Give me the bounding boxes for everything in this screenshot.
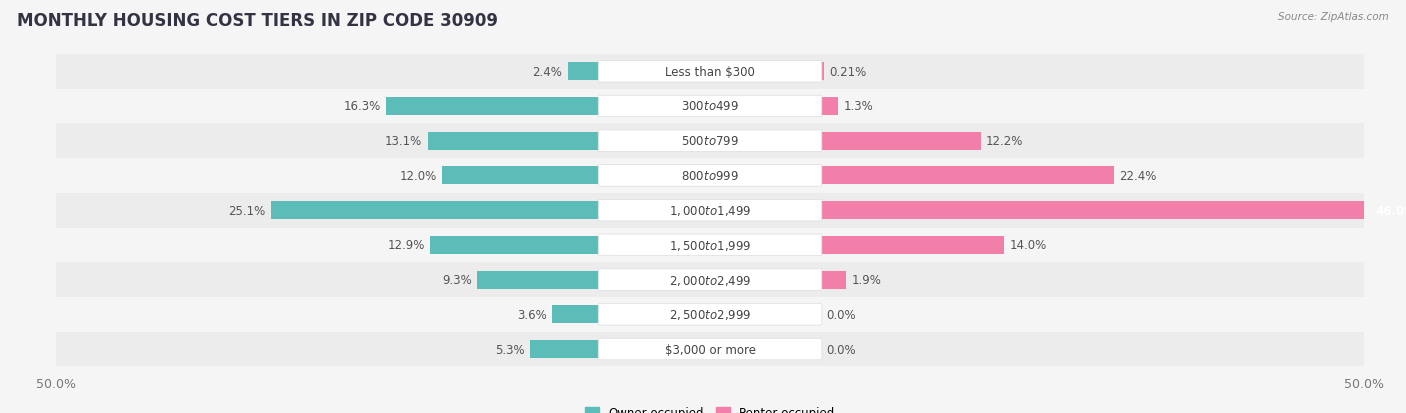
Text: Source: ZipAtlas.com: Source: ZipAtlas.com — [1278, 12, 1389, 22]
Text: 46.0%: 46.0% — [1375, 204, 1406, 217]
FancyBboxPatch shape — [598, 62, 823, 83]
Bar — [427, 132, 599, 150]
Bar — [821, 271, 846, 289]
Text: 13.1%: 13.1% — [385, 135, 422, 148]
FancyBboxPatch shape — [598, 96, 823, 117]
Text: 3.6%: 3.6% — [517, 308, 547, 321]
Bar — [56, 159, 1364, 193]
Text: MONTHLY HOUSING COST TIERS IN ZIP CODE 30909: MONTHLY HOUSING COST TIERS IN ZIP CODE 3… — [17, 12, 498, 30]
FancyBboxPatch shape — [598, 304, 823, 325]
Text: 5.3%: 5.3% — [495, 343, 524, 356]
Bar — [821, 167, 1114, 185]
Text: 0.0%: 0.0% — [827, 343, 856, 356]
FancyBboxPatch shape — [598, 165, 823, 187]
Bar — [56, 228, 1364, 263]
Bar — [568, 63, 599, 81]
Bar — [56, 89, 1364, 124]
FancyBboxPatch shape — [598, 235, 823, 256]
Text: $1,000 to $1,499: $1,000 to $1,499 — [669, 204, 751, 218]
FancyBboxPatch shape — [598, 338, 823, 360]
Text: $1,500 to $1,999: $1,500 to $1,999 — [669, 238, 751, 252]
Bar — [821, 202, 1406, 220]
Text: 12.0%: 12.0% — [399, 169, 437, 183]
Bar — [821, 63, 824, 81]
Text: Less than $300: Less than $300 — [665, 66, 755, 78]
Bar — [56, 193, 1364, 228]
Text: $3,000 or more: $3,000 or more — [665, 343, 755, 356]
Text: 2.4%: 2.4% — [533, 66, 562, 78]
Text: $800 to $999: $800 to $999 — [681, 169, 740, 183]
Text: 25.1%: 25.1% — [228, 204, 266, 217]
Text: $500 to $799: $500 to $799 — [681, 135, 740, 148]
Text: 0.21%: 0.21% — [830, 66, 866, 78]
Text: 0.0%: 0.0% — [827, 308, 856, 321]
Text: 22.4%: 22.4% — [1119, 169, 1157, 183]
Text: 12.2%: 12.2% — [986, 135, 1024, 148]
Bar — [530, 340, 599, 358]
Bar — [477, 271, 599, 289]
Text: 16.3%: 16.3% — [343, 100, 381, 113]
Bar — [56, 297, 1364, 332]
Text: 9.3%: 9.3% — [443, 273, 472, 286]
Bar — [821, 132, 981, 150]
FancyBboxPatch shape — [598, 200, 823, 221]
Text: 1.9%: 1.9% — [851, 273, 882, 286]
FancyBboxPatch shape — [598, 131, 823, 152]
Legend: Owner-occupied, Renter-occupied: Owner-occupied, Renter-occupied — [579, 401, 841, 413]
Text: $300 to $499: $300 to $499 — [681, 100, 740, 113]
Text: 1.3%: 1.3% — [844, 100, 873, 113]
Text: 14.0%: 14.0% — [1010, 239, 1046, 252]
Bar — [821, 236, 1004, 254]
Bar — [441, 167, 599, 185]
FancyBboxPatch shape — [598, 269, 823, 291]
Bar — [430, 236, 599, 254]
Text: $2,500 to $2,999: $2,500 to $2,999 — [669, 308, 751, 322]
Bar — [56, 55, 1364, 89]
Bar — [551, 306, 599, 323]
Bar — [56, 332, 1364, 366]
Bar — [385, 98, 599, 116]
Bar — [56, 124, 1364, 159]
Bar — [56, 263, 1364, 297]
Text: $2,000 to $2,499: $2,000 to $2,499 — [669, 273, 751, 287]
Text: 12.9%: 12.9% — [388, 239, 425, 252]
Bar — [271, 202, 599, 220]
Bar — [821, 98, 838, 116]
